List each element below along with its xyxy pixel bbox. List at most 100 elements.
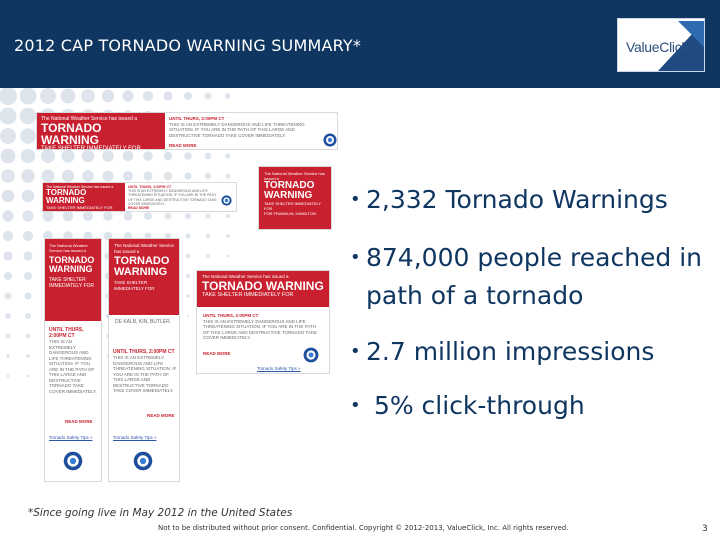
ad-safety-link[interactable]: Tornado Safety Tips » [257,366,301,371]
ad-counties: DE KALB, KIN, BUTLER. [115,319,175,335]
decor-dot [6,354,10,358]
decor-dot [82,210,94,222]
logo-graphic [658,21,704,71]
decor-dot [25,333,31,339]
decor-dot [5,333,11,339]
decor-dot [143,171,153,181]
decor-dot [205,213,211,219]
noaa-seal-icon [303,347,319,363]
ad-shelter-line: TAKE SHELTER IMMEDIATELY FOR [41,146,141,150]
decor-dot [22,230,34,242]
ad-headline: TORNADO WARNING [46,188,87,205]
ad-details: UNTIL THURS, 2:00PM CT THIS IS AN EXTREM… [203,313,321,343]
decor-dot [60,88,76,104]
decor-dot [226,234,230,238]
decor-dot [122,170,134,182]
ad-pre-line: The National Weather Service has issued … [49,243,88,253]
ad-shelter-line: TAKE SHELTER IMMEDIATELY FOR [49,277,95,289]
ad-pre-line: The National Weather Service has issued … [202,274,289,279]
ad-warning-panel: The National Weather Service has issued … [37,113,165,150]
ad-headline: TORNADO WARNING [49,255,95,274]
stat-text: 874,000 people reached in [366,243,703,272]
decor-dot [122,150,134,162]
decor-dot [225,153,230,159]
ad-headline: TORNADO WARNING [202,278,324,293]
decor-dot [186,294,190,298]
ad-body: THIS IS AN EXTREMELY DANGEROUS AND LIFE … [113,355,177,393]
decor-dot [144,212,152,220]
legal-notice: Not to be distributed without prior cons… [158,524,569,532]
ad-headline: TORNADO WARNING [264,180,315,201]
decor-dot [42,210,54,222]
decor-dot [102,170,114,182]
ad-warning-panel: The National Weather Service has issued … [109,239,179,315]
decor-dot [40,88,56,104]
ad-details: UNTIL THURS, 2:00PM CT THIS IS AN EXTREM… [128,185,218,205]
decor-dot [62,210,74,222]
ad-headline: TORNADO WARNING [41,121,102,147]
decor-dot [81,149,95,163]
page-title: 2012 CAP TORNADO WARNING SUMMARY* [14,36,362,55]
decor-dot [102,150,114,162]
decor-dot [164,212,172,220]
ad-counties: FOR FRANKLIN, HAMILTON [264,211,316,216]
decor-dot [0,128,16,144]
ad-read-more-link[interactable]: READ MORE [128,206,150,210]
decor-dot [22,210,34,222]
ad-read-more-link[interactable]: READ MORE [169,143,197,148]
ad-safety-link[interactable]: Tornado Safety Tips » [49,435,93,440]
ad-details: UNTIL THURS, 2:00PM CT THIS IS AN EXTREM… [113,349,177,415]
decor-dot [226,254,230,258]
ad-read-more-link[interactable]: READ MORE [65,419,93,424]
ad-warning-panel: The National Weather Service has issued … [197,271,329,307]
decor-dot [6,374,10,378]
ad-pre-line: The National Weather Service has issued … [264,171,325,181]
bullet-dot: • [350,189,361,210]
decor-dot [23,271,33,281]
ad-until: UNTIL THURS, 2:00PM CT [128,185,172,189]
footnote: *Since going live in May 2012 in the Uni… [28,507,293,519]
decor-dot [184,172,192,180]
decor-dot [1,169,15,183]
stat-text: 2,332 Tornado Warnings [366,185,668,214]
decor-dot [185,253,191,259]
decor-dot [4,292,12,300]
ad-shelter-line: TAKE SHELTER IMMEDIATELY FOR [46,205,113,210]
decor-dot [0,148,16,164]
decor-dot [205,233,211,239]
decor-dot [103,211,113,221]
decor-dot [184,152,192,160]
decor-dot [19,107,37,125]
tornado-ad-medium-rectangle: The National Weather Service has issued … [196,270,330,374]
ad-warning-panel: The National Weather Service has issued … [45,239,101,321]
noaa-seal-icon [133,451,153,471]
ad-shelter-line: TAKE SHELTER IMMEDIATELY FOR [264,201,321,211]
decor-dot [204,152,212,160]
decor-dot [20,128,36,144]
decor-dot [204,172,212,180]
decor-dot [2,210,14,222]
decor-dot [25,313,31,319]
decor-dot [144,232,152,240]
ad-read-more-link[interactable]: READ MORE [203,351,231,356]
decor-dot [26,354,30,358]
stat-text: 2.7 million impressions [366,337,655,366]
bullet-dot: • [350,247,361,268]
decor-dot [24,292,32,300]
decor-dot [225,213,230,219]
ad-warning-panel: The National Weather Service has issued … [43,183,125,211]
decor-dot [21,169,35,183]
ad-read-more-link[interactable]: READ MORE [147,413,175,418]
decor-dot [122,90,134,102]
noaa-seal-icon [63,451,83,471]
decor-dot [41,169,55,183]
decor-dot [1,189,15,203]
decor-dot [21,189,35,203]
ad-safety-link[interactable]: Tornado Safety Tips » [113,435,157,440]
tornado-ad-leaderboard: The National Weather Service has issued … [36,112,338,150]
decor-dot [3,271,13,281]
stat-text: path of a tornado [366,281,584,310]
decor-dot [61,149,75,163]
ad-pre-line: The National Weather Service has issued … [46,185,114,189]
decor-dot [101,89,115,103]
